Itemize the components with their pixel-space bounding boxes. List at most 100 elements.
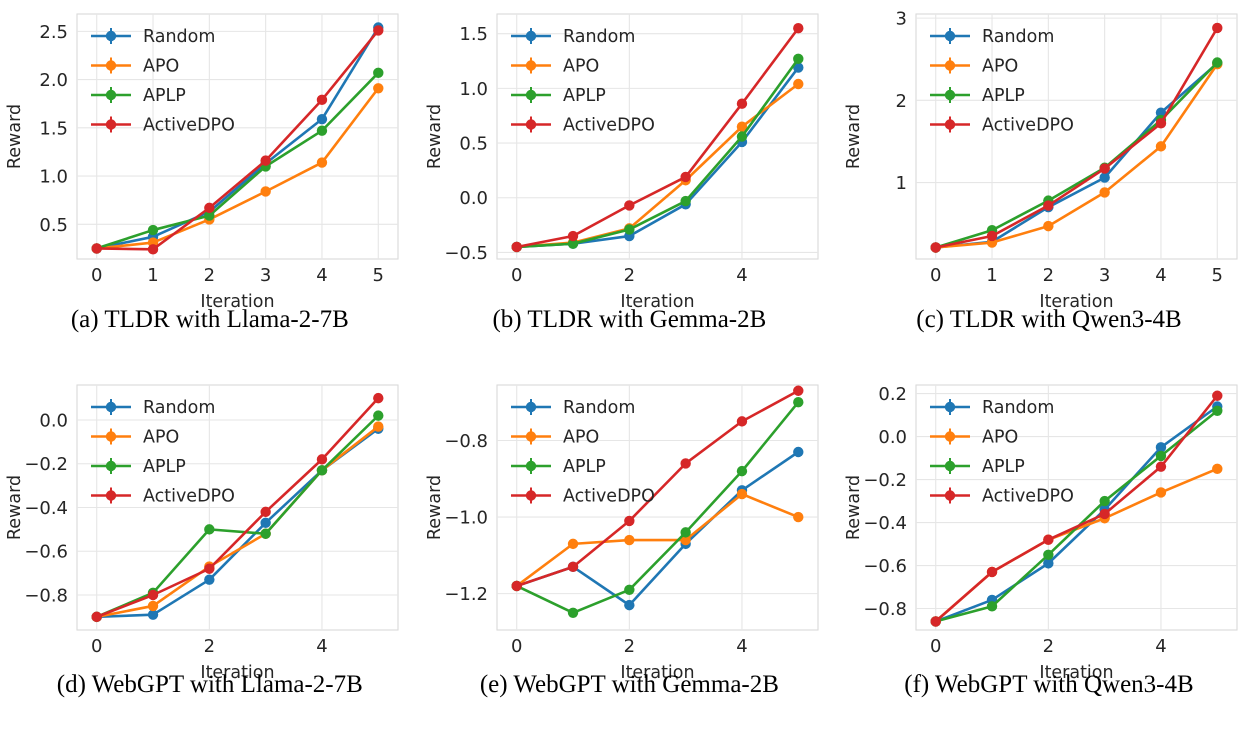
legend-marker: [944, 460, 956, 472]
legend-label-aplp: APLP: [982, 86, 1025, 106]
series-line-aplp: [95, 414, 380, 619]
series-line-activedpo: [934, 394, 1219, 623]
legend-marker: [944, 431, 956, 442]
panel-e: 0 2 4 −0.8 −1.0 −1.2 Iteration Reward Random APO A…: [420, 371, 840, 742]
legend-label-activedpo: ActiveDPO: [563, 487, 655, 507]
y-tick-label: −0.2: [24, 454, 68, 475]
x-tick-label: 3: [260, 265, 271, 286]
legend-marker: [105, 30, 117, 42]
x-tick-label: 4: [736, 636, 747, 657]
data-point: [680, 171, 691, 183]
data-point: [1043, 549, 1054, 560]
legend-marker: [525, 60, 536, 71]
data-point: [147, 600, 159, 612]
chart-svg-b: 0 2 4 −0.5 0.0 0.5 1.0 1.5 Iteration Reward Random…: [425, 13, 819, 312]
data-point: [680, 458, 691, 469]
data-point: [316, 113, 328, 125]
legend-label-activedpo: ActiveDPO: [143, 487, 235, 507]
x-axis-label: Iteration: [200, 663, 274, 683]
data-point: [623, 224, 635, 235]
series-line-aplp: [95, 71, 380, 250]
x-tick-label: 4: [316, 265, 327, 286]
x-tick-label: 4: [1155, 265, 1166, 286]
data-point: [373, 410, 384, 421]
chart-svg-d: 0 2 4 0.0 −0.2 −0.4 −0.6 −0.8 Iteration Reward Ran…: [5, 384, 399, 683]
data-point: [792, 53, 804, 65]
data-point: [204, 574, 215, 585]
data-point: [623, 534, 635, 546]
legend-label-activedpo: ActiveDPO: [143, 116, 235, 136]
data-point: [1099, 172, 1111, 183]
data-point: [736, 488, 747, 500]
legend: Random APO APLP ActiveDPO: [90, 398, 235, 507]
data-point: [736, 416, 747, 427]
data-point: [623, 515, 635, 527]
legend: Random APO APLP ActiveDPO: [90, 27, 235, 136]
x-tick-label: 4: [1155, 636, 1166, 657]
legend-marker: [525, 89, 536, 101]
plot-c: 0 1 2 3 4 5 1 2 3 Iteration Reward Random APO APLP Act…: [839, 0, 1259, 312]
data-point: [792, 23, 804, 34]
plot-d: 0 2 4 0.0 −0.2 −0.4 −0.6 −0.8 Iteration Reward Ran…: [0, 371, 420, 683]
data-point: [204, 563, 215, 574]
y-tick-label: −0.5: [444, 243, 488, 264]
data-point: [204, 210, 215, 221]
data-point: [260, 186, 271, 197]
data-point: [680, 527, 691, 538]
caption-c: (c) TLDR with Qwen3-4B: [916, 306, 1182, 333]
data-point: [792, 511, 804, 523]
data-point: [1043, 534, 1054, 545]
plot-area: [496, 384, 819, 631]
y-tick-label: 1: [896, 173, 907, 194]
y-tick-label: 3: [896, 9, 907, 30]
data-point: [1212, 57, 1223, 68]
y-axis-label: Reward: [425, 104, 445, 169]
data-point: [373, 67, 384, 79]
plot-area: [76, 13, 399, 260]
y-tick-label: 0.0: [879, 427, 908, 448]
plot-area: [496, 13, 819, 260]
y-tick-label: 1.0: [459, 79, 488, 100]
data-point: [736, 121, 747, 132]
data-point: [1099, 508, 1111, 520]
x-axis-label: Iteration: [200, 292, 274, 312]
x-tick-label: 2: [623, 636, 634, 657]
data-point: [1043, 220, 1054, 232]
data-point: [316, 465, 328, 476]
data-point: [987, 601, 998, 612]
panel-a: 0 1 2 3 4 5 0.5 1.0 1.5 2.0 2.5 Iteration Reward Rand…: [0, 0, 420, 371]
data-point: [792, 62, 804, 73]
chart-svg-c: 0 1 2 3 4 5 1 2 3 Iteration Reward Random APO APLP Act…: [844, 9, 1238, 312]
caption-f: (f) WebGPT with Qwen3-4B: [904, 671, 1194, 698]
data-point: [987, 230, 998, 242]
series-line-apo: [95, 86, 380, 250]
y-tick-label: 1.5: [39, 118, 68, 139]
data-point: [1099, 163, 1111, 174]
data-point: [260, 506, 271, 518]
legend-marker: [105, 431, 117, 442]
y-tick-label: 1.0: [39, 167, 68, 188]
data-point: [792, 78, 804, 90]
legend-marker: [105, 460, 117, 472]
data-point: [567, 238, 578, 249]
data-point: [147, 589, 159, 601]
data-point: [511, 241, 522, 253]
data-point: [373, 392, 384, 404]
series-line-activedpo: [515, 26, 800, 249]
legend-label-random: Random: [982, 27, 1054, 47]
data-point: [987, 566, 998, 578]
series-line-aplp: [515, 400, 800, 615]
data-point: [1155, 118, 1167, 129]
legend-marker: [944, 490, 956, 501]
data-point: [1155, 141, 1167, 152]
series-line-activedpo: [95, 396, 380, 619]
series-line-activedpo: [95, 29, 380, 251]
plot-area: [915, 13, 1238, 260]
y-tick-label: −0.4: [864, 513, 908, 534]
data-point: [1043, 200, 1054, 211]
x-tick-label: 2: [204, 265, 215, 286]
y-tick-label: 2.0: [39, 70, 68, 91]
x-tick-label: 0: [511, 265, 522, 286]
data-point: [736, 465, 747, 477]
